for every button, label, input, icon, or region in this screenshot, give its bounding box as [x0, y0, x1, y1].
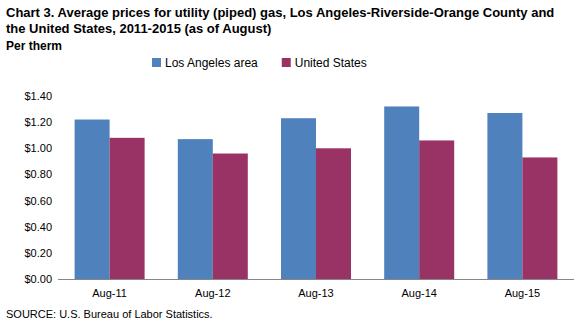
x-tick-label: Aug-12 [195, 287, 230, 299]
y-tick-label: $1.20 [24, 116, 52, 128]
bar [281, 118, 316, 279]
y-tick-label: $1.00 [24, 142, 52, 154]
y-tick-label: $0.20 [24, 247, 52, 259]
legend-label: Los Angeles area [165, 56, 258, 70]
legend-label: United States [295, 56, 367, 70]
bar [316, 148, 351, 279]
bar [110, 138, 145, 279]
x-tick-label: Aug-13 [298, 287, 333, 299]
y-tick-label: $0.80 [24, 168, 52, 180]
chart-root: Chart 3. Average prices for utility (pip… [0, 0, 579, 326]
bar [178, 139, 213, 279]
background [0, 0, 579, 326]
y-tick-label: $0.40 [24, 221, 52, 233]
y-axis-label: Per therm [6, 39, 62, 53]
bar [213, 154, 248, 279]
legend-swatch [282, 58, 291, 67]
x-tick-label: Aug-15 [505, 287, 540, 299]
source-note: SOURCE: U.S. Bureau of Labor Statistics. [6, 308, 213, 320]
title-line: the United States, 2011-2015 (as of Augu… [6, 21, 271, 36]
bars [75, 106, 558, 279]
bar [419, 140, 454, 279]
title-line: Chart 3. Average prices for utility (pip… [6, 5, 554, 20]
chart-svg: Chart 3. Average prices for utility (pip… [0, 0, 579, 326]
bar [522, 157, 557, 279]
x-tick-label: Aug-14 [401, 287, 436, 299]
y-tick-label: $1.40 [24, 90, 52, 102]
y-tick-label: $0.00 [24, 273, 52, 285]
title: Chart 3. Average prices for utility (pip… [6, 5, 554, 36]
bar [384, 106, 419, 279]
bar [487, 113, 522, 279]
legend-swatch [152, 58, 161, 67]
bar [75, 120, 110, 279]
x-axis-line [58, 279, 574, 280]
x-tick-label: Aug-11 [92, 287, 127, 299]
y-tick-label: $0.60 [24, 195, 52, 207]
